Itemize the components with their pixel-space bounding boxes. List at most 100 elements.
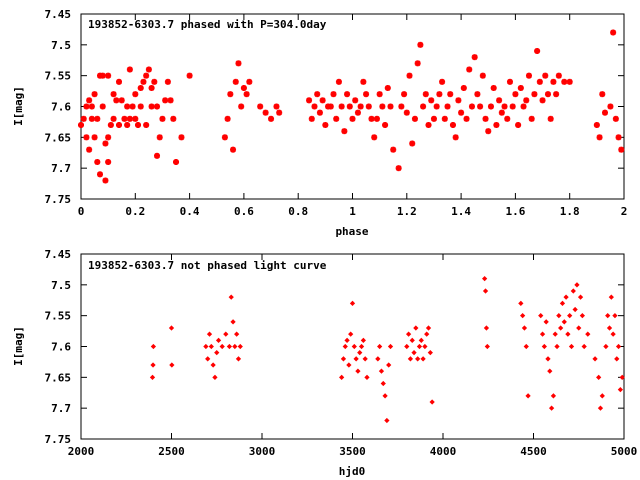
phased-data-point xyxy=(460,85,467,91)
unphased-data-point xyxy=(547,368,553,374)
phased-data-point xyxy=(246,78,253,85)
unphased-data-point xyxy=(576,325,582,331)
phased-data-point xyxy=(316,109,323,116)
phased-data-point xyxy=(86,146,93,153)
phased-data-point xyxy=(468,103,475,110)
unphased-data-point xyxy=(581,343,587,350)
phased-y-tick-label: 7.65 xyxy=(45,131,72,144)
unphased-chart: 2000 2500 3000 3500 4000 4500 5000 7.45 7.5 7.55… xyxy=(12,248,637,478)
phased-data-point xyxy=(235,60,242,67)
phased-data-point xyxy=(531,91,538,98)
unphased-data-point xyxy=(349,300,356,306)
phased-data-point xyxy=(262,109,269,116)
phased-data-point xyxy=(276,109,283,116)
phased-data-point xyxy=(94,159,101,165)
phased-data-point xyxy=(387,103,394,110)
unphased-data-point xyxy=(420,356,426,362)
phased-data-point xyxy=(368,115,375,122)
phased-x-tick-label: 0.6 xyxy=(234,205,254,218)
unphased-data-point xyxy=(482,276,488,282)
unphased-data-point xyxy=(592,356,598,362)
phased-data-point xyxy=(607,103,614,110)
phased-data-point xyxy=(78,122,84,128)
unphased-data-point xyxy=(348,331,354,337)
phased-data-point xyxy=(338,103,345,110)
phased-data-point xyxy=(401,91,408,98)
unphased-data-point xyxy=(378,368,385,374)
phased-data-point xyxy=(346,103,353,110)
phased-data-point xyxy=(493,122,500,128)
phased-chart: 0 0.2 0.4 0.6 0.8 1 1.2 1.4 1.6 1.8 2 7.457.57.557… xyxy=(12,8,627,238)
phased-data-point xyxy=(132,115,139,122)
phased-x-tick-label: 2 xyxy=(621,205,628,218)
unphased-x-ticks: 2000 2500 3000 3500 4000 4500 5000 xyxy=(68,254,637,458)
phased-data-point xyxy=(344,91,351,98)
unphased-data-point xyxy=(346,362,352,368)
phased-data-point xyxy=(479,72,486,79)
phased-data-point xyxy=(363,91,370,98)
unphased-data-point xyxy=(585,331,591,337)
phased-data-point xyxy=(137,103,144,110)
phased-data-point xyxy=(327,103,334,110)
unphased-data-point xyxy=(568,343,575,350)
unphased-y-tick-label: 7.7 xyxy=(51,402,71,415)
phased-data-point xyxy=(243,91,250,98)
phased-data-point xyxy=(116,78,123,85)
phased-data-point xyxy=(86,97,93,104)
phased-data-point xyxy=(365,103,372,110)
unphased-data-point xyxy=(362,356,368,362)
unphased-data-point xyxy=(384,417,390,424)
unphased-data-point xyxy=(357,350,363,356)
unphased-data-point xyxy=(552,331,558,337)
phased-data-point xyxy=(422,91,429,98)
phased-data-point xyxy=(107,122,114,128)
phased-x-tick-label: 1 xyxy=(349,205,356,218)
unphased-data-point xyxy=(339,374,345,380)
phased-data-point xyxy=(91,134,98,141)
unphased-data-point xyxy=(525,393,531,399)
phased-data-point xyxy=(308,115,315,122)
unphased-data-point xyxy=(483,325,490,331)
phased-data-point xyxy=(159,115,166,122)
phased-data-point xyxy=(83,103,90,110)
unphased-data-point xyxy=(543,319,549,325)
phased-data-point xyxy=(523,97,530,104)
phased-data-point xyxy=(504,115,511,122)
unphased-y-tick-label: 7.5 xyxy=(51,279,71,292)
phased-data-point xyxy=(164,78,171,85)
phased-y-tick-label: 7.6 xyxy=(51,101,71,114)
phased-data-point xyxy=(124,103,131,110)
unphased-y-tick-label: 7.55 xyxy=(45,310,72,323)
unphased-data-point xyxy=(579,313,585,319)
phased-data-point xyxy=(227,91,234,98)
unphased-data-point xyxy=(415,356,421,362)
phased-data-point xyxy=(490,85,497,91)
unphased-x-tick-label: 4000 xyxy=(430,445,457,458)
phased-data-point xyxy=(357,103,364,110)
phased-data-point xyxy=(601,109,608,116)
unphased-data-point xyxy=(413,325,419,331)
unphased-y-tick-label: 7.75 xyxy=(45,433,72,446)
unphased-data-point xyxy=(203,343,209,350)
phased-data-point xyxy=(311,103,318,110)
phased-data-point xyxy=(517,85,524,91)
phased-data-point xyxy=(105,134,112,141)
unphased-data-point xyxy=(608,294,614,300)
unphased-data-point xyxy=(565,331,571,337)
unphased-data-point xyxy=(219,343,225,350)
unphased-data-point xyxy=(382,393,388,399)
phased-data-point xyxy=(126,66,133,73)
phased-data-point xyxy=(441,115,448,122)
phased-y-tick-label: 7.55 xyxy=(45,70,72,83)
unphased-data-point xyxy=(208,343,214,350)
phased-data-point xyxy=(170,115,177,122)
unphased-data-point xyxy=(206,331,213,337)
phased-data-point xyxy=(433,103,440,110)
phased-data-point xyxy=(417,41,424,48)
phased-x-tick-label: 1.4 xyxy=(451,205,471,218)
phased-data-point xyxy=(444,103,451,110)
unphased-data-point xyxy=(232,343,238,350)
phased-data-point xyxy=(178,134,185,141)
unphased-data-point xyxy=(605,313,611,319)
